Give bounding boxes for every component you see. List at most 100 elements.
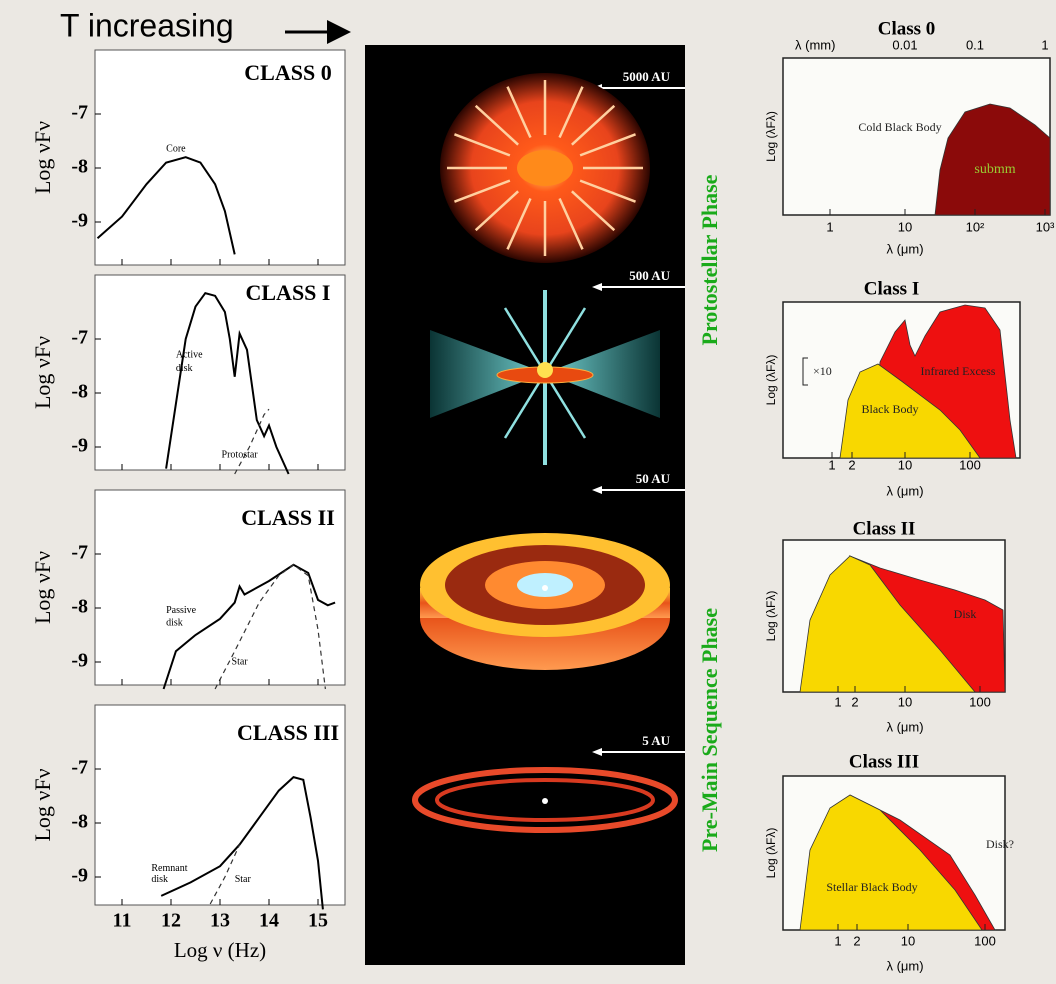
panel-frame xyxy=(94,704,346,906)
sed-component xyxy=(234,408,270,475)
panel-label: CLASS III xyxy=(237,720,339,745)
infall-arrow xyxy=(506,86,532,139)
x-tick-label: 2 xyxy=(853,933,860,948)
y-axis-label: Log νFν xyxy=(30,551,55,624)
y-axis-label: Log (λFλ) xyxy=(764,111,778,162)
x-tick-label: 11 xyxy=(113,910,132,932)
x-axis-label: λ (μm) xyxy=(886,483,923,498)
top-tick-label: 0.01 xyxy=(892,37,917,52)
jet xyxy=(503,372,547,439)
panel-frame xyxy=(94,49,346,266)
sed-curve xyxy=(165,291,290,475)
outflow-cone xyxy=(430,330,545,418)
x-tick-label: 100 xyxy=(969,694,991,709)
debris-ring xyxy=(435,778,655,822)
panel-label: CLASS II xyxy=(241,505,335,530)
protostar xyxy=(537,362,553,378)
region-label: Disk? xyxy=(986,837,1014,851)
x-axis-label: Log ν (Hz) xyxy=(174,938,266,962)
jet xyxy=(543,307,587,374)
curve-note: Passive xyxy=(166,605,197,616)
scale-label: 5000 AU xyxy=(623,69,671,84)
top-tick-label: 1 xyxy=(1041,37,1048,52)
infall-arrow xyxy=(571,104,616,146)
sed-curve xyxy=(162,563,336,690)
y-axis-label: Log νFν xyxy=(30,121,55,194)
panel-title: Class II xyxy=(853,518,916,539)
x-tick-label: 1 xyxy=(834,694,841,709)
x-tick-label: 13 xyxy=(210,910,230,932)
sed-region xyxy=(799,555,976,693)
panel-title: Class III xyxy=(849,751,919,772)
sed-region xyxy=(839,363,981,459)
panel-frame xyxy=(94,274,346,471)
curve-note: Protostar xyxy=(222,449,259,460)
sed-region xyxy=(934,103,1051,216)
region-label: ×10 xyxy=(813,364,832,378)
y-axis-label: Log (λFλ) xyxy=(764,828,778,879)
jet xyxy=(503,307,547,374)
sed-curve xyxy=(96,156,236,255)
scale-label: 50 AU xyxy=(636,471,671,486)
panel-label: CLASS I xyxy=(246,280,331,305)
y-tick-label: -9 xyxy=(71,865,88,887)
right-column: Class 0 1 10 10² 10³ λ (μm) Log (λFλ) Cold Blac… xyxy=(764,18,1055,973)
region-label: Cold Black Body xyxy=(858,120,941,134)
curve-note: Active xyxy=(176,349,203,360)
x-tick-label: 10 xyxy=(898,694,912,709)
region-label: Infrared Excess xyxy=(921,364,996,378)
star xyxy=(542,585,548,591)
star xyxy=(542,798,548,804)
x-tick-label: 100 xyxy=(974,933,996,948)
sed-component xyxy=(214,564,326,690)
x-tick-label: 2 xyxy=(848,457,855,472)
y-tick-label: -7 xyxy=(71,757,88,779)
top-axis-label: λ (mm) xyxy=(795,37,835,52)
infall-arrow xyxy=(571,190,616,232)
x-tick-label: 2 xyxy=(851,694,858,709)
curve-note: disk xyxy=(176,363,193,374)
x-axis-label: λ (μm) xyxy=(886,958,923,973)
scale-label: 5 AU xyxy=(642,733,670,748)
phase-label: Pre-Main Sequence Phase xyxy=(697,608,722,852)
sed-curve xyxy=(160,775,324,910)
phase-label: Protostellar Phase xyxy=(697,174,722,345)
infall-arrow xyxy=(454,133,511,157)
y-tick-label: -7 xyxy=(71,327,88,349)
arrow-head xyxy=(592,486,602,494)
x-tick-label: 1 xyxy=(834,933,841,948)
sed-component xyxy=(209,844,241,905)
x-tick-label: 10 xyxy=(901,933,915,948)
scale-bracket xyxy=(802,357,808,386)
x-tick-label: 10 xyxy=(898,457,912,472)
x-tick-label: 1 xyxy=(828,457,835,472)
x-tick-label: 12 xyxy=(161,910,181,932)
x-tick-label: 10² xyxy=(966,219,985,234)
y-tick-label: -8 xyxy=(71,596,88,618)
top-tick-label: 0.1 xyxy=(966,37,984,52)
panel-title: Class 0 xyxy=(878,18,936,39)
y-tick-label: -8 xyxy=(71,381,88,403)
curve-note: Star xyxy=(232,656,249,667)
panel-frame xyxy=(94,489,346,686)
scale-label: 500 AU xyxy=(629,268,670,283)
y-axis-label: Log (λFλ) xyxy=(764,591,778,642)
x-tick-label: 100 xyxy=(959,457,981,472)
x-axis-label: λ (μm) xyxy=(886,719,923,734)
y-axis-label: Log (λFλ) xyxy=(764,355,778,406)
sed-region xyxy=(799,794,983,931)
x-tick-label: 15 xyxy=(308,910,328,932)
region-label: Disk xyxy=(954,607,977,621)
y-tick-label: -7 xyxy=(71,102,88,124)
panel-label: CLASS 0 xyxy=(244,60,331,85)
region-label: Black Body xyxy=(862,402,919,416)
panel-title: Class I xyxy=(864,278,919,299)
infall-arrow xyxy=(579,179,636,203)
header-title: T increasing xyxy=(60,7,234,43)
curve-note: disk xyxy=(166,617,183,628)
left-column: CLASS 0 -7 -8 -9 Log νFν Core CLASS I -7 -8 -9 Log… xyxy=(30,49,346,962)
infall-arrow xyxy=(579,133,636,157)
y-tick-label: -9 xyxy=(71,210,88,232)
